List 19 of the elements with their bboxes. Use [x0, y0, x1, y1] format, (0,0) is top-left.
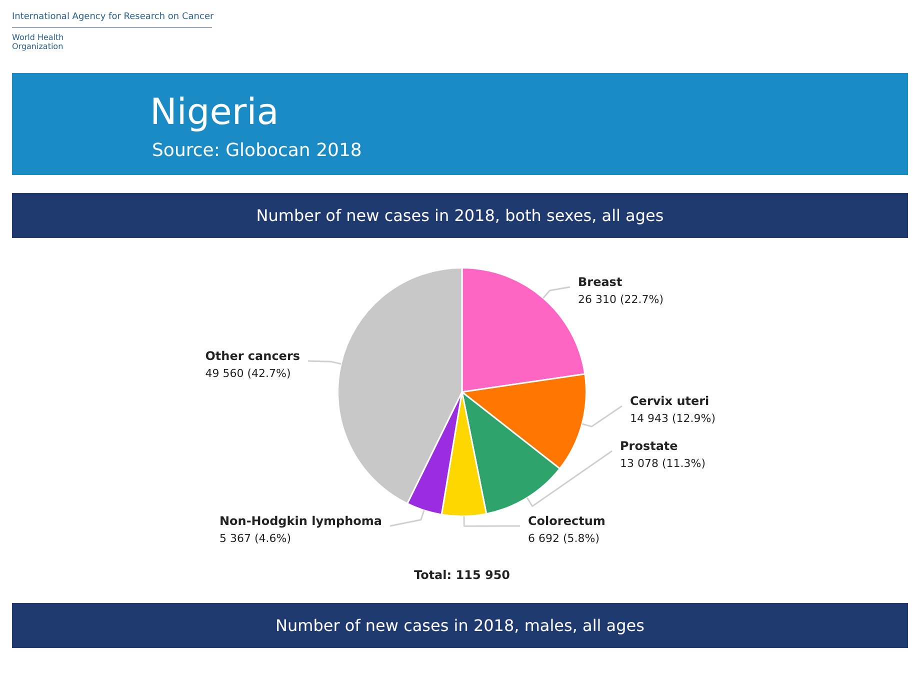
- text: World Health Organization: [12, 33, 65, 51]
- data-label: 13 078 (11.3%): [620, 456, 706, 470]
- slice-label: Prostate: [620, 439, 678, 454]
- text: Number of new cases in 2018, males, all ages: [12, 603, 908, 648]
- slice-label: Other cancers: [205, 349, 300, 364]
- data-label: 14 943 (12.9%): [630, 412, 716, 425]
- slice-label: Breast: [578, 275, 622, 290]
- text: Number of new cases in 2018, both sexes, all ages: [12, 193, 908, 238]
- data-label: 5 367 (4.6%): [219, 532, 292, 545]
- data-label: 6 692 (5.8%): [528, 532, 600, 545]
- text: International Agency for Research on Cancer: [12, 12, 214, 22]
- slice-label: Non-Hodgkin lymphoma: [219, 514, 382, 528]
- text: Total: 115 950: [414, 568, 510, 582]
- chart-title: Nigeria: [150, 92, 279, 133]
- slice-label: Cervix uteri: [630, 394, 710, 408]
- data-label: 49 560 (42.7%): [205, 366, 291, 380]
- data-label: 26 310 (22.7%): [578, 292, 664, 306]
- slice-label: Colorectum: [528, 514, 606, 528]
- chart-subtitle: Source: Globocan 2018: [152, 140, 362, 161]
